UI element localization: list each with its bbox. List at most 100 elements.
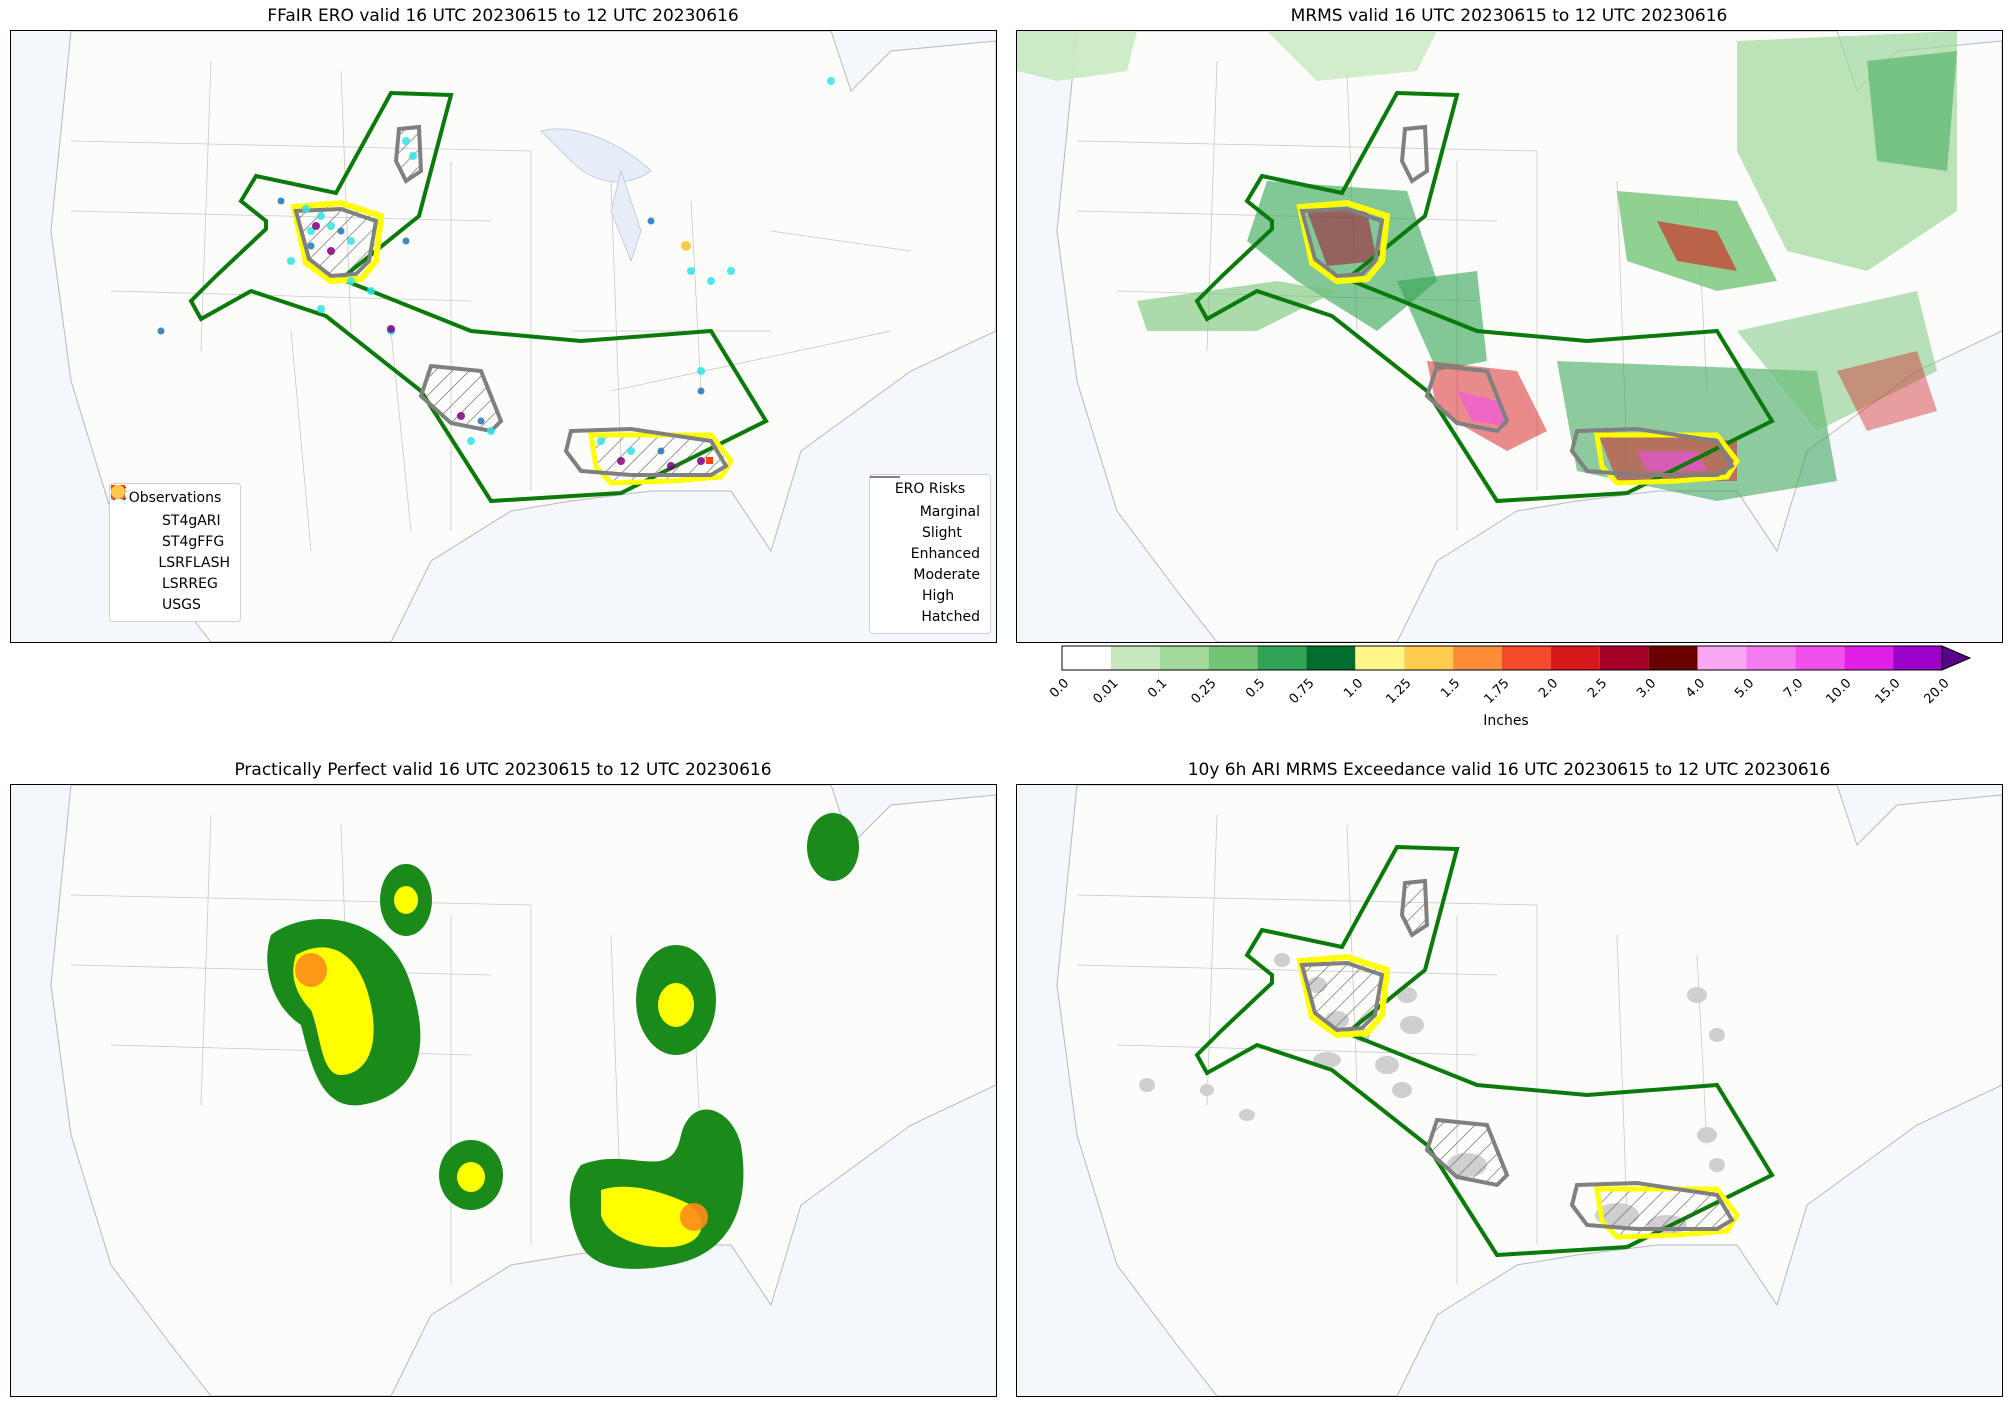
line-swatch-icon bbox=[870, 476, 914, 543]
line-swatch-icon bbox=[870, 476, 905, 585]
legend-title: Observations bbox=[128, 490, 222, 506]
marginal-contour bbox=[1194, 90, 1775, 504]
colorbar-extend-arrow bbox=[1941, 645, 1972, 671]
hatched-contour bbox=[1299, 960, 1385, 1033]
hatched-contour bbox=[1424, 363, 1510, 434]
line-swatch-icon bbox=[870, 476, 903, 564]
panel-title: Practically Perfect valid 16 UTC 2023061… bbox=[234, 760, 772, 780]
precip-field bbox=[1017, 31, 1957, 501]
slight-contour bbox=[588, 432, 735, 486]
legend-item: LSRFLASH bbox=[111, 485, 230, 573]
colorbar-swatch bbox=[1257, 646, 1307, 670]
panel-title: FFaIR ERO valid 16 UTC 20230615 to 12 UT… bbox=[267, 6, 739, 26]
slight-contour bbox=[1594, 432, 1741, 486]
colorbar-tick-label: 1.25 bbox=[1383, 676, 1415, 708]
marginal-contour bbox=[188, 90, 769, 504]
legend-label: Enhanced bbox=[910, 545, 980, 562]
colorbar-tick-label: 7.0 bbox=[1780, 676, 1806, 702]
line-swatch-icon bbox=[870, 476, 914, 606]
colorbar-swatch bbox=[1208, 646, 1258, 670]
legend-label: LSRREG bbox=[162, 575, 218, 592]
panel-title: MRMS valid 16 UTC 20230615 to 12 UTC 202… bbox=[1290, 6, 1728, 26]
hatched-contour bbox=[1424, 1117, 1510, 1188]
colorbar-swatch bbox=[1110, 646, 1160, 670]
colorbar-tick-label: 3.0 bbox=[1634, 676, 1660, 702]
panel-title: 10y 6h ARI MRMS Exceedance valid 16 UTC … bbox=[1187, 760, 1831, 780]
colorbar-swatch bbox=[1502, 646, 1551, 670]
colorbar-tick-label: 15.0 bbox=[1872, 676, 1904, 708]
hatched-contour bbox=[393, 124, 424, 184]
line-swatch-icon bbox=[870, 476, 912, 522]
probability-field bbox=[267, 813, 859, 1269]
legend-label: High bbox=[922, 587, 955, 604]
ero-contours bbox=[188, 90, 769, 504]
legend-item: ST4gFFG bbox=[110, 484, 230, 552]
colorbar-tick-label: 0.1 bbox=[1145, 676, 1171, 702]
colorbar-tick-label: 1.0 bbox=[1340, 676, 1366, 702]
colorbar-tick-label: 10.0 bbox=[1823, 676, 1855, 708]
colorbar-tick-label: 4.0 bbox=[1682, 676, 1709, 702]
slight-contour bbox=[1594, 1186, 1741, 1240]
colorbar-swatch bbox=[1648, 646, 1698, 670]
legend-item: USGS bbox=[111, 485, 230, 615]
legend-item: Hatched bbox=[870, 476, 980, 627]
colorbar-swatch bbox=[1062, 646, 1111, 670]
colorbar-swatch bbox=[1697, 646, 1747, 670]
observations-legend: Observations ST4gARI ST4gFFG LSRFLASH LS… bbox=[109, 483, 241, 622]
colorbar-swatch bbox=[1844, 646, 1894, 670]
colorbar-tick-label: 0.75 bbox=[1285, 676, 1318, 708]
colorbar-tick-label: 5.0 bbox=[1731, 676, 1758, 702]
colorbar-tick-label: 2.0 bbox=[1536, 676, 1562, 702]
colorbar-swatch bbox=[1893, 646, 1942, 670]
slight-contour bbox=[1296, 953, 1391, 1039]
square-icon bbox=[111, 485, 154, 594]
map-canvas bbox=[11, 31, 996, 642]
ero-risks-legend: ERO Risks Marginal Slight Enhanced Moder… bbox=[869, 474, 991, 634]
legend-item: Slight bbox=[870, 476, 980, 543]
marginal-contour bbox=[1194, 844, 1775, 1258]
colorbar-tick-label: 20.0 bbox=[1921, 676, 1953, 708]
colorbar-label: Inches bbox=[1483, 713, 1529, 729]
observation-markers bbox=[157, 77, 835, 470]
legend-item: High bbox=[870, 476, 980, 606]
legend-item: Enhanced bbox=[870, 476, 980, 564]
map-ari bbox=[1016, 784, 2003, 1397]
legend-item: ST4gARI bbox=[110, 484, 230, 531]
legend-label: Hatched bbox=[921, 608, 980, 625]
legend-label: Slight bbox=[922, 524, 962, 541]
hatched-contour bbox=[563, 426, 729, 477]
hatched-contour bbox=[1299, 206, 1385, 279]
slight-contour bbox=[1296, 199, 1391, 285]
map-pp bbox=[10, 784, 997, 1397]
colorbar bbox=[1061, 645, 1972, 675]
cross-icon bbox=[111, 485, 150, 573]
line-swatch-icon bbox=[870, 476, 913, 627]
colorbar-tick-label: 1.5 bbox=[1438, 676, 1464, 702]
colorbar-swatch bbox=[1550, 646, 1600, 670]
hatched-contour bbox=[1399, 878, 1430, 938]
colorbar-tick-label: 2.5 bbox=[1585, 676, 1611, 702]
legend-label: Marginal bbox=[919, 503, 980, 520]
colorbar-swatches bbox=[1061, 645, 1972, 671]
map-ero: Observations ST4gARI ST4gFFG LSRFLASH LS… bbox=[10, 30, 997, 643]
legend-label: Moderate bbox=[913, 566, 980, 583]
colorbar-tick-label: 1.75 bbox=[1481, 676, 1513, 708]
legend-item: Moderate bbox=[870, 476, 980, 585]
colorbar-swatch bbox=[1795, 646, 1845, 670]
legend-item: Marginal bbox=[870, 476, 980, 522]
colorbar-swatch bbox=[1306, 646, 1356, 670]
hatched-contour bbox=[1399, 124, 1430, 184]
star-icon bbox=[110, 484, 154, 531]
colorbar-tick-label: 0.01 bbox=[1090, 676, 1122, 708]
colorbar-swatch bbox=[1404, 646, 1454, 670]
map-canvas bbox=[11, 785, 996, 1396]
legend-label: ST4gARI bbox=[162, 512, 221, 529]
hatched-contour bbox=[293, 206, 379, 279]
colorbar-swatch bbox=[1453, 646, 1502, 670]
colorbar-swatch bbox=[1746, 646, 1796, 670]
hatched-contour bbox=[1569, 1180, 1735, 1231]
colorbar-swatch bbox=[1159, 646, 1209, 670]
legend-label: LSRFLASH bbox=[158, 554, 230, 571]
map-mrms bbox=[1016, 30, 2003, 643]
legend-label: USGS bbox=[162, 596, 201, 613]
